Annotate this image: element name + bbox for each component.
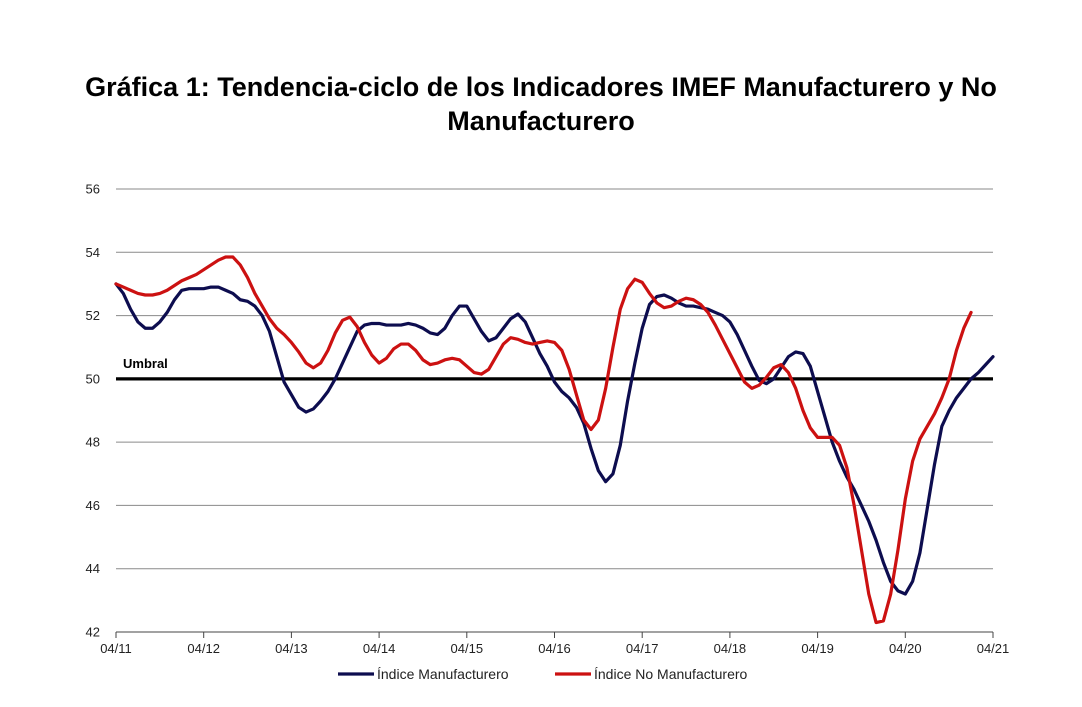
y-tick-label-56: 56 — [86, 182, 100, 197]
chart-title-line1: Gráfica 1: Tendencia-ciclo de los Indica… — [85, 72, 997, 102]
x-tick-label-04-14: 04/14 — [363, 641, 396, 656]
x-tick-label-04-12: 04/12 — [187, 641, 220, 656]
legend: Índice Manufacturero Índice No Manufactur… — [338, 666, 748, 682]
y-tick-label-50: 50 — [86, 371, 100, 386]
series-line-ndice-manufacturero — [114, 282, 995, 596]
x-tick-label-04-19: 04/19 — [801, 641, 834, 656]
x-tick-label-04-18: 04/18 — [714, 641, 747, 656]
series-line-ndice-no-manufacturero — [114, 255, 973, 625]
y-tick-label-48: 48 — [86, 435, 100, 450]
x-tick-label-04-15: 04/15 — [451, 641, 484, 656]
x-tick-label-04-17: 04/17 — [626, 641, 659, 656]
x-axis: 04/11 04/12 04/13 04/14 04/15 04/16 04/17 04/18… — [100, 631, 1010, 656]
y-tick-label-52: 52 — [86, 308, 100, 323]
x-tick-label-04-20: 04/20 — [889, 641, 922, 656]
x-tick-label-04-11: 04/11 — [100, 641, 132, 656]
y-tick-label-54: 54 — [86, 245, 100, 260]
x-tick-label-04-13: 04/13 — [275, 641, 308, 656]
chart-title-line2: Manufacturero — [447, 106, 635, 136]
y-tick-label-42: 42 — [86, 625, 100, 640]
y-tick-label-44: 44 — [86, 561, 100, 576]
threshold-line: Umbral — [116, 356, 993, 381]
legend-label-ndice-no-manufacturero: Índice No Manufacturero — [594, 666, 748, 682]
chart-title: Gráfica 1: Tendencia-ciclo de los Indica… — [0, 70, 1082, 138]
legend-label-ndice-manufacturero: Índice Manufacturero — [377, 666, 509, 682]
x-tick-label-04-16: 04/16 — [538, 641, 571, 656]
series-lines — [114, 255, 995, 625]
y-axis-ticks: 42 44 46 48 50 52 54 56 — [86, 182, 100, 640]
x-tick-label-04-21: 04/21 — [977, 641, 1010, 656]
y-tick-label-46: 46 — [86, 498, 100, 513]
threshold-label: Umbral — [123, 356, 168, 371]
